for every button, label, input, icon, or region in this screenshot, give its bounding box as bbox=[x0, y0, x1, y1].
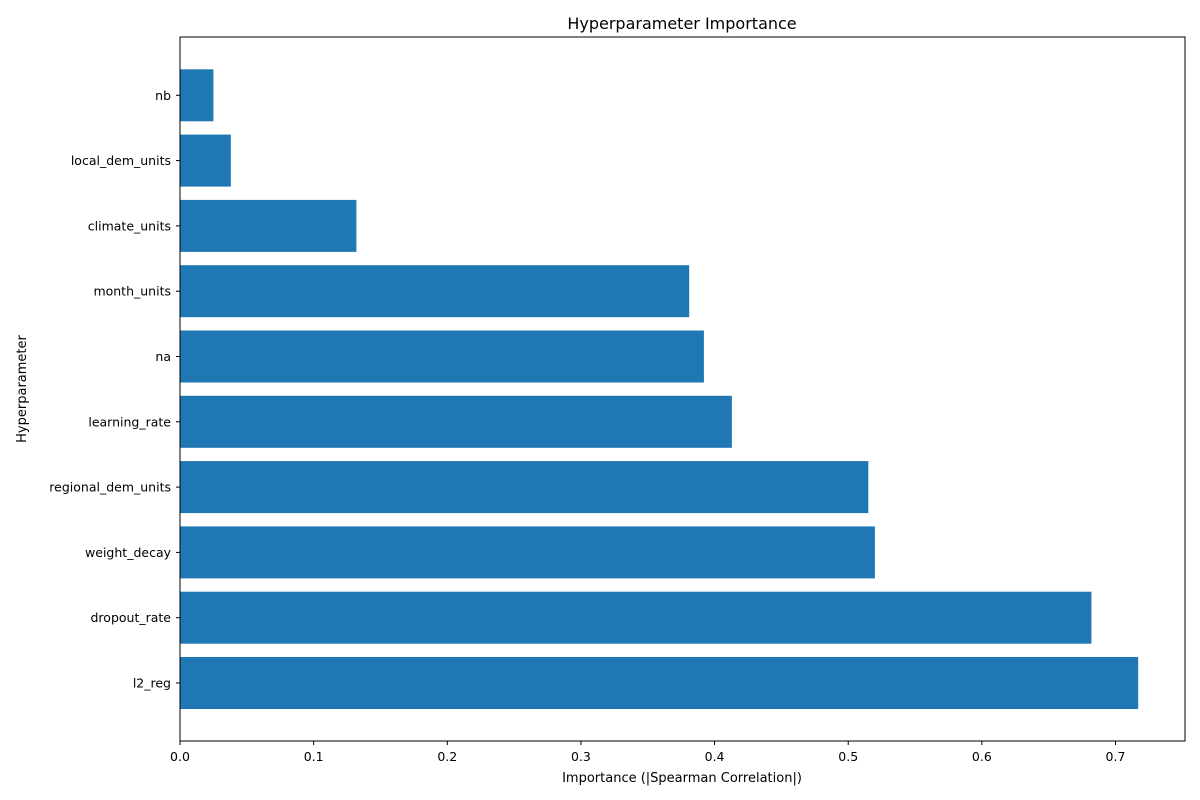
y-tick-label: month_units bbox=[93, 284, 171, 299]
bar-dropout_rate bbox=[180, 591, 1092, 644]
bars-group bbox=[180, 69, 1139, 709]
y-tick-label: weight_decay bbox=[85, 545, 172, 560]
y-tick-label: na bbox=[155, 349, 171, 364]
y-tick-label: dropout_rate bbox=[91, 610, 172, 625]
chart-title: Hyperparameter Importance bbox=[567, 14, 796, 33]
x-tick-label: 0.6 bbox=[972, 749, 992, 764]
bar-nb bbox=[180, 69, 214, 122]
x-tick-label: 0.0 bbox=[170, 749, 190, 764]
x-tick-label: 0.3 bbox=[571, 749, 591, 764]
y-ticks-group: l2_reg dropout_rate weight_decay regional_d… bbox=[49, 88, 180, 691]
bar-climate_units bbox=[180, 199, 357, 252]
x-tick-label: 0.5 bbox=[838, 749, 858, 764]
bar-local_dem_units bbox=[180, 134, 231, 187]
x-tick-label: 0.2 bbox=[437, 749, 457, 764]
y-tick-label: learning_rate bbox=[88, 414, 171, 429]
y-tick-label: nb bbox=[155, 88, 171, 103]
x-tick-label: 0.1 bbox=[304, 749, 324, 764]
bar-learning_rate bbox=[180, 395, 732, 448]
bar-l2_reg bbox=[180, 657, 1139, 709]
x-axis-label: Importance (|Spearman Correlation|) bbox=[562, 771, 802, 786]
bar-month_units bbox=[180, 265, 690, 318]
y-tick-label: l2_reg bbox=[133, 676, 171, 691]
y-tick-label: climate_units bbox=[88, 218, 171, 233]
bar-weight_decay bbox=[180, 526, 875, 579]
bar-na bbox=[180, 330, 704, 383]
x-tick-label: 0.4 bbox=[705, 749, 725, 764]
x-ticks-group: 0.0 0.1 0.2 0.3 0.4 0.5 0.6 0.7 bbox=[170, 741, 1125, 764]
y-axis-label: Hyperparameter bbox=[15, 335, 30, 443]
plot-frame bbox=[179, 36, 1186, 742]
bar-regional_dem_units bbox=[180, 461, 869, 514]
y-tick-label: regional_dem_units bbox=[49, 480, 171, 495]
x-tick-label: 0.7 bbox=[1106, 749, 1126, 764]
y-tick-label: local_dem_units bbox=[71, 153, 171, 168]
